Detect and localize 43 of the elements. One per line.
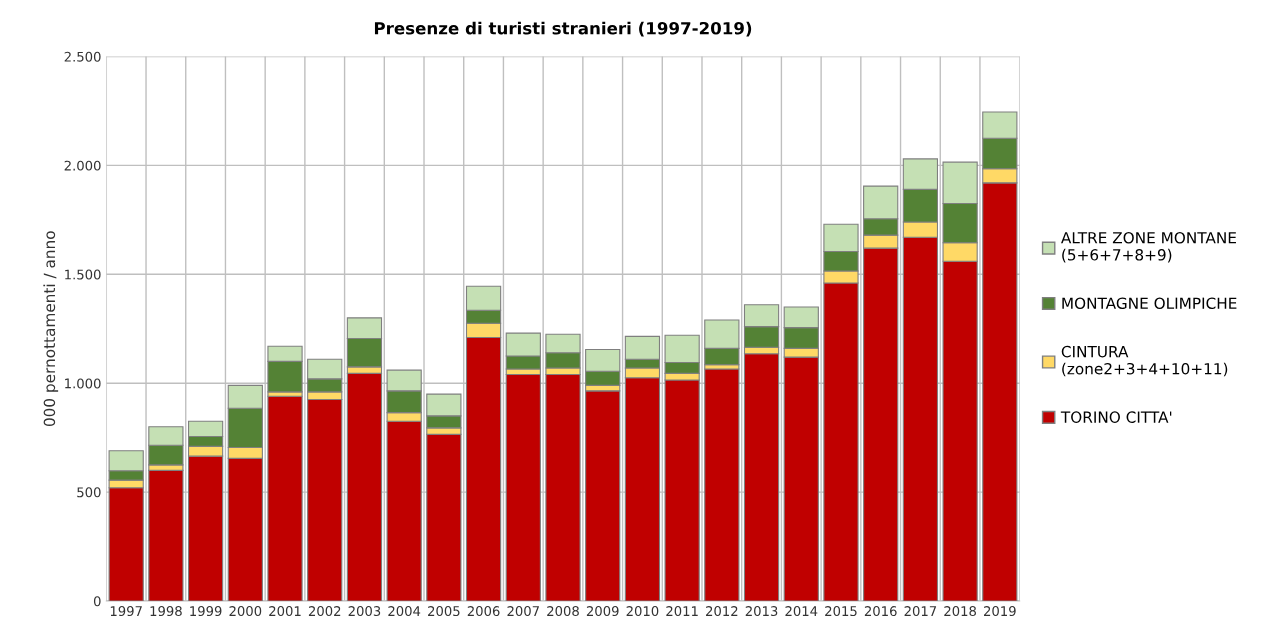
legend-label: ALTRE ZONE MONTANE (5+6+7+8+9) bbox=[1061, 231, 1236, 263]
x-tick-label: 2008 bbox=[547, 606, 579, 617]
y-tick-label: 2.000 bbox=[64, 160, 101, 171]
y-tick-label: 1.000 bbox=[65, 378, 101, 389]
x-tick-label: 2012 bbox=[706, 606, 738, 617]
x-tick-label: 2017 bbox=[904, 606, 937, 617]
x-tick-label: 2013 bbox=[745, 606, 778, 617]
bar bbox=[346, 372, 383, 601]
bar bbox=[267, 395, 303, 601]
x-tick-label: 2011 bbox=[666, 606, 698, 617]
legend-label: MONTAGNE OLIMPICHE bbox=[1062, 297, 1237, 309]
y-tick-label: 2.500 bbox=[64, 51, 101, 62]
x-tick-label: 2004 bbox=[388, 606, 421, 617]
chart-title: Presenze di turisti stranieri (1997-2019) bbox=[374, 21, 752, 37]
x-tick-label: 2005 bbox=[428, 606, 460, 617]
x-tick-label: 2000 bbox=[229, 606, 262, 617]
x-tick-label: 2016 bbox=[864, 606, 897, 617]
x-tick-label: 2018 bbox=[944, 606, 976, 617]
y-tick-label: 500 bbox=[77, 487, 101, 498]
bar bbox=[148, 469, 184, 601]
x-tick-label: 2007 bbox=[507, 606, 539, 617]
bar bbox=[426, 433, 462, 601]
x-tick-label: 1997 bbox=[110, 606, 142, 617]
x-tick-label: 2014 bbox=[785, 606, 818, 617]
x-tick-label: 2015 bbox=[825, 606, 857, 617]
bar bbox=[585, 390, 621, 601]
x-tick-label: 1999 bbox=[190, 606, 222, 617]
y-axis-title: 000 pernottamenti / anno bbox=[43, 231, 59, 427]
bar bbox=[545, 373, 581, 601]
legend-label: CINTURA (zone2+3+4+10+11) bbox=[1061, 345, 1228, 377]
x-tick-label: 2019 bbox=[984, 606, 1016, 617]
x-tick-label: 2001 bbox=[269, 606, 301, 617]
legend-label: TORINO CITTA' bbox=[1060, 411, 1172, 423]
bar bbox=[704, 368, 740, 601]
bar bbox=[505, 373, 541, 601]
y-tick-label: 0 bbox=[93, 596, 101, 607]
x-tick-label: 2002 bbox=[308, 606, 341, 617]
x-tick-label: 2009 bbox=[586, 606, 619, 617]
x-tick-label: 1998 bbox=[150, 606, 182, 617]
x-tick-label: 2006 bbox=[467, 606, 500, 617]
x-tick-label: 2010 bbox=[626, 606, 659, 617]
y-tick-label: 1.500 bbox=[65, 269, 101, 280]
x-tick-label: 2003 bbox=[348, 606, 381, 617]
